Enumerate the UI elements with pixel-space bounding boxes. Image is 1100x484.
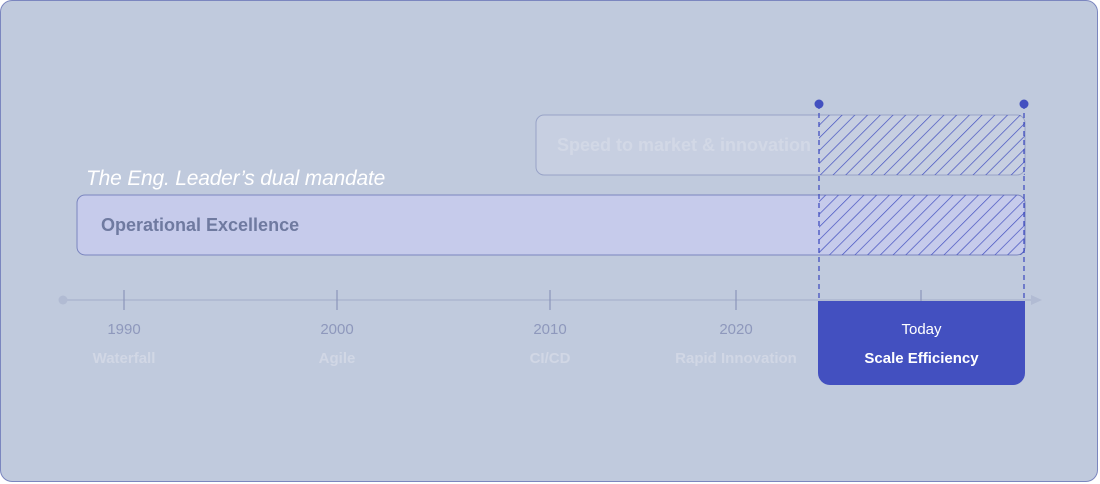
- era-label-cicd: CI/CD: [529, 350, 571, 367]
- timeline-arrowhead: [1031, 295, 1042, 305]
- today-box: Today Scale Efficiency: [818, 301, 1025, 385]
- diagram-title: The Eng. Leader’s dual mandate: [86, 167, 386, 190]
- today-start-dot: [814, 99, 824, 109]
- year-label-2020: 2020: [719, 321, 753, 338]
- era-label-rapid-innovation: Rapid Innovation: [675, 350, 797, 367]
- year-label-2010: 2010: [533, 321, 567, 338]
- speed-band-hatch: [819, 115, 1025, 175]
- operational-band-label: Operational Excellence: [101, 215, 300, 235]
- speed-band-label: Speed to market & innovation: [557, 135, 812, 155]
- today-label: Today: [901, 321, 942, 338]
- era-label-waterfall: Waterfall: [92, 350, 156, 367]
- year-label-1990: 1990: [107, 321, 141, 338]
- era-label-agile: Agile: [318, 350, 356, 367]
- year-label-2000: 2000: [320, 321, 354, 338]
- timeline-start-dot: [58, 295, 68, 305]
- today-end-dot: [1019, 99, 1029, 109]
- operational-band-hatch: [819, 195, 1025, 255]
- today-era-label: Scale Efficiency: [864, 350, 979, 367]
